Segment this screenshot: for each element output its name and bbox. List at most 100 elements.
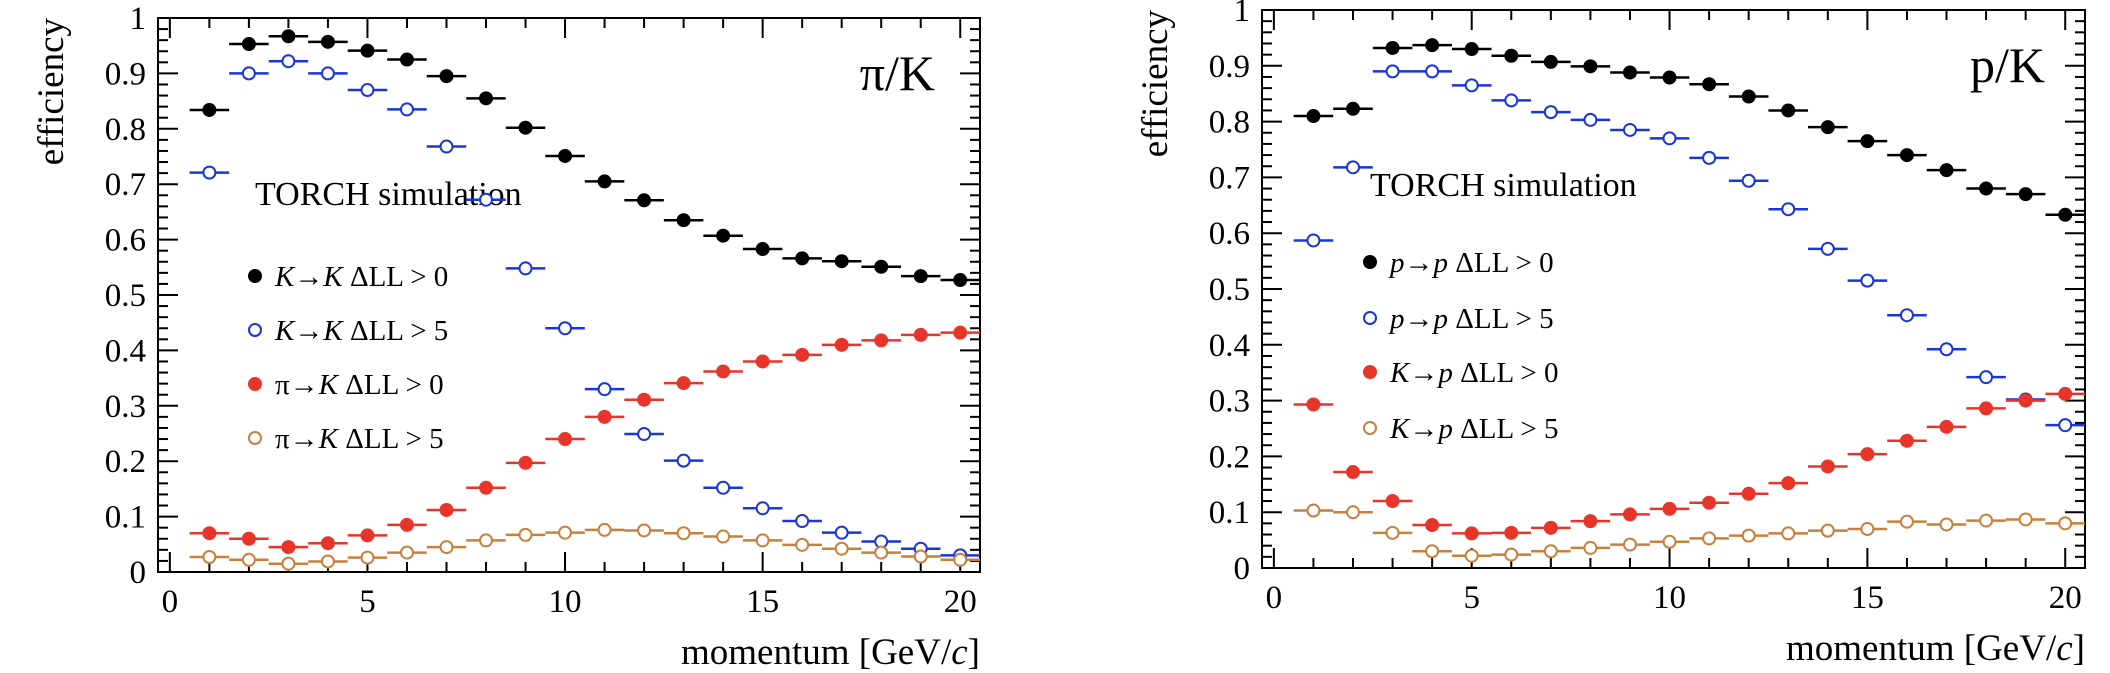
data-point (1939, 163, 1954, 178)
data-point (1939, 419, 1954, 434)
data-point (1820, 459, 1835, 474)
data-point (1820, 241, 1835, 256)
legend-marker (248, 431, 262, 445)
y-axis-title: efficiency (1135, 10, 1176, 158)
data-point (2018, 393, 2033, 408)
data-point (1781, 202, 1796, 217)
data-point (281, 556, 296, 571)
data-point (518, 455, 533, 470)
y-tick-label: 0.4 (1209, 328, 1250, 364)
data-point (399, 545, 414, 560)
data-point (1662, 534, 1677, 549)
data-point (2058, 207, 2073, 222)
data-point (1425, 64, 1440, 79)
data-point (874, 333, 889, 348)
data-point (1425, 518, 1440, 533)
x-tick-label: 5 (1463, 580, 1480, 616)
panel-p-k: 0 5 10 15 20 0 0.1 0.2 0.3 0.4 0.5 0.6 0.7 0.8 0.9 1 mom… (1135, 0, 2086, 669)
x-tick-label: 10 (549, 584, 582, 620)
simulation-annotation: TORCH simulation (1370, 167, 1637, 204)
data-point (1702, 150, 1717, 165)
data-point (558, 525, 573, 540)
data-point (281, 29, 296, 44)
series-3 (189, 522, 980, 571)
data-point (755, 501, 770, 516)
data-point (834, 525, 849, 540)
data-point (1504, 525, 1519, 540)
x-tick-label: 20 (944, 584, 977, 620)
data-point (874, 545, 889, 560)
data-point (1622, 122, 1637, 137)
x-axis-title: momentum [GeV/c] (1786, 628, 2085, 669)
data-point (1860, 134, 1875, 149)
data-point (795, 347, 810, 362)
data-point (676, 376, 691, 391)
data-point (795, 537, 810, 552)
data-point (360, 43, 375, 58)
data-point (597, 174, 612, 189)
data-point (320, 66, 335, 81)
series-2 (1293, 386, 2085, 541)
data-point (1346, 160, 1361, 175)
data-point (637, 392, 652, 407)
data-point (1979, 401, 1994, 416)
data-point (2058, 386, 2073, 401)
x-tick-label: 15 (746, 584, 779, 620)
data-point (1583, 59, 1598, 74)
data-point (953, 273, 968, 288)
data-point (637, 523, 652, 538)
y-tick-label: 1 (130, 1, 147, 37)
x-tick-label: 15 (1851, 580, 1884, 616)
panel-label: π/K (860, 45, 935, 101)
y-tick-label: 0.7 (1209, 160, 1250, 196)
data-point (518, 120, 533, 135)
data-point (281, 540, 296, 555)
data-point (320, 554, 335, 569)
data-point (281, 54, 296, 69)
data-point (1385, 494, 1400, 509)
data-point (2058, 516, 2073, 531)
y-tick-label: 0.4 (105, 333, 146, 369)
data-point (913, 327, 928, 342)
data-point (1306, 503, 1321, 518)
y-tick-label: 0 (130, 555, 147, 591)
data-point (1464, 526, 1479, 541)
x-tick-label: 10 (1653, 580, 1686, 616)
data-point (320, 536, 335, 551)
data-point (1979, 370, 1994, 385)
data-point (676, 526, 691, 541)
data-point (439, 502, 454, 517)
data-point (755, 533, 770, 548)
y-tick-label: 0.8 (1209, 105, 1250, 141)
data-point (1622, 507, 1637, 522)
data-point (1583, 514, 1598, 529)
data-point (953, 325, 968, 340)
data-point (716, 480, 731, 495)
x-tick-label: 0 (1266, 580, 1283, 616)
data-point (637, 427, 652, 442)
data-point (597, 522, 612, 537)
legend-marker (1363, 365, 1377, 379)
data-point (1464, 548, 1479, 563)
data-point (241, 37, 256, 52)
data-point (1979, 513, 1994, 528)
data-point (913, 269, 928, 284)
data-point (1860, 273, 1875, 288)
data-point (1464, 78, 1479, 93)
legend-marker (1363, 311, 1377, 325)
data-point (716, 364, 731, 379)
data-point (1425, 544, 1440, 559)
data-point (1939, 517, 1954, 532)
data-point (913, 549, 928, 564)
data-point (1741, 89, 1756, 104)
data-point (1702, 77, 1717, 92)
legend-marker (248, 377, 262, 391)
data-point (558, 321, 573, 336)
data-point (1346, 101, 1361, 116)
data-point (2058, 418, 2073, 433)
y-tick-label: 0.6 (105, 223, 146, 259)
data-point (320, 34, 335, 49)
data-point (1346, 505, 1361, 520)
data-point (1820, 120, 1835, 135)
data-point (716, 529, 731, 544)
